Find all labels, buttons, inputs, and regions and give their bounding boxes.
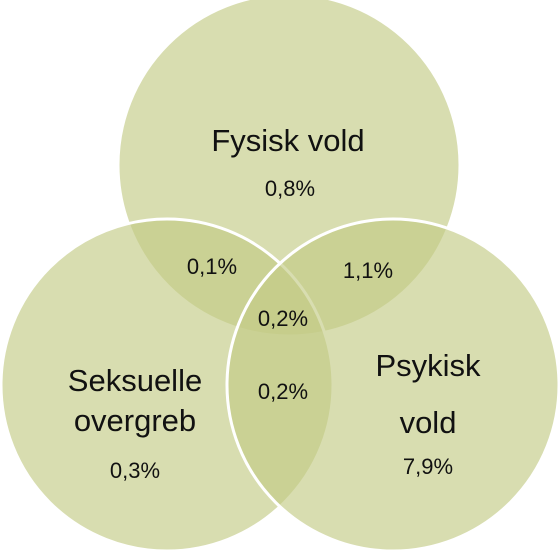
set-circle bbox=[225, 217, 558, 550]
set-value: 7,9% bbox=[403, 454, 453, 479]
intersection-value: 1,1% bbox=[343, 258, 393, 283]
set-value: 0,3% bbox=[110, 458, 160, 483]
set-label: Fysisk vold bbox=[211, 123, 364, 158]
intersection-value: 0,1% bbox=[187, 254, 237, 279]
set-value: 0,8% bbox=[265, 176, 315, 201]
set-label: Psykisk bbox=[375, 348, 481, 383]
intersection-value: 0,2% bbox=[258, 379, 308, 404]
set-label: overgreb bbox=[74, 403, 196, 438]
set-label: vold bbox=[400, 405, 457, 440]
intersection-value: 0,2% bbox=[258, 306, 308, 331]
set-label: Seksuelle bbox=[68, 363, 202, 398]
